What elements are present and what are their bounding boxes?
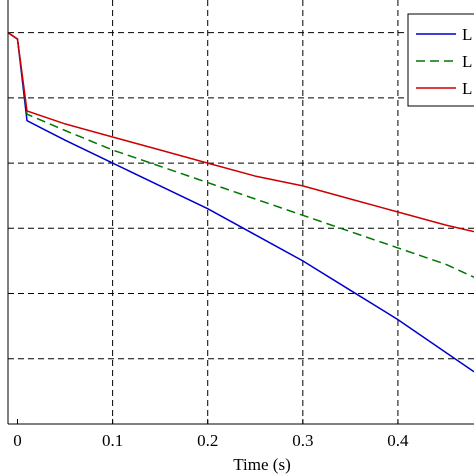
legend-box <box>407 13 474 107</box>
x-tick-label: 0.2 <box>197 431 218 450</box>
x-tick-label: 0 <box>13 431 22 450</box>
series-line-2 <box>7 31 474 278</box>
legend-label-2: L <box>462 52 472 71</box>
x-tick-labels: 0 0.1 0.2 0.3 0.4 <box>13 419 409 450</box>
x-tick-label: 0.3 <box>292 431 313 450</box>
series-line-3 <box>7 31 474 233</box>
series-line-1 <box>7 31 474 373</box>
legend-label-3: L <box>462 79 472 98</box>
grid <box>8 0 474 424</box>
x-tick-label: 0.1 <box>102 431 123 450</box>
legend: LLL <box>407 13 474 107</box>
series-lines <box>7 31 474 373</box>
x-tick-label: 0.4 <box>387 431 409 450</box>
x-axis-label: Time (s) <box>233 455 290 474</box>
legend-label-1: L <box>462 25 472 44</box>
